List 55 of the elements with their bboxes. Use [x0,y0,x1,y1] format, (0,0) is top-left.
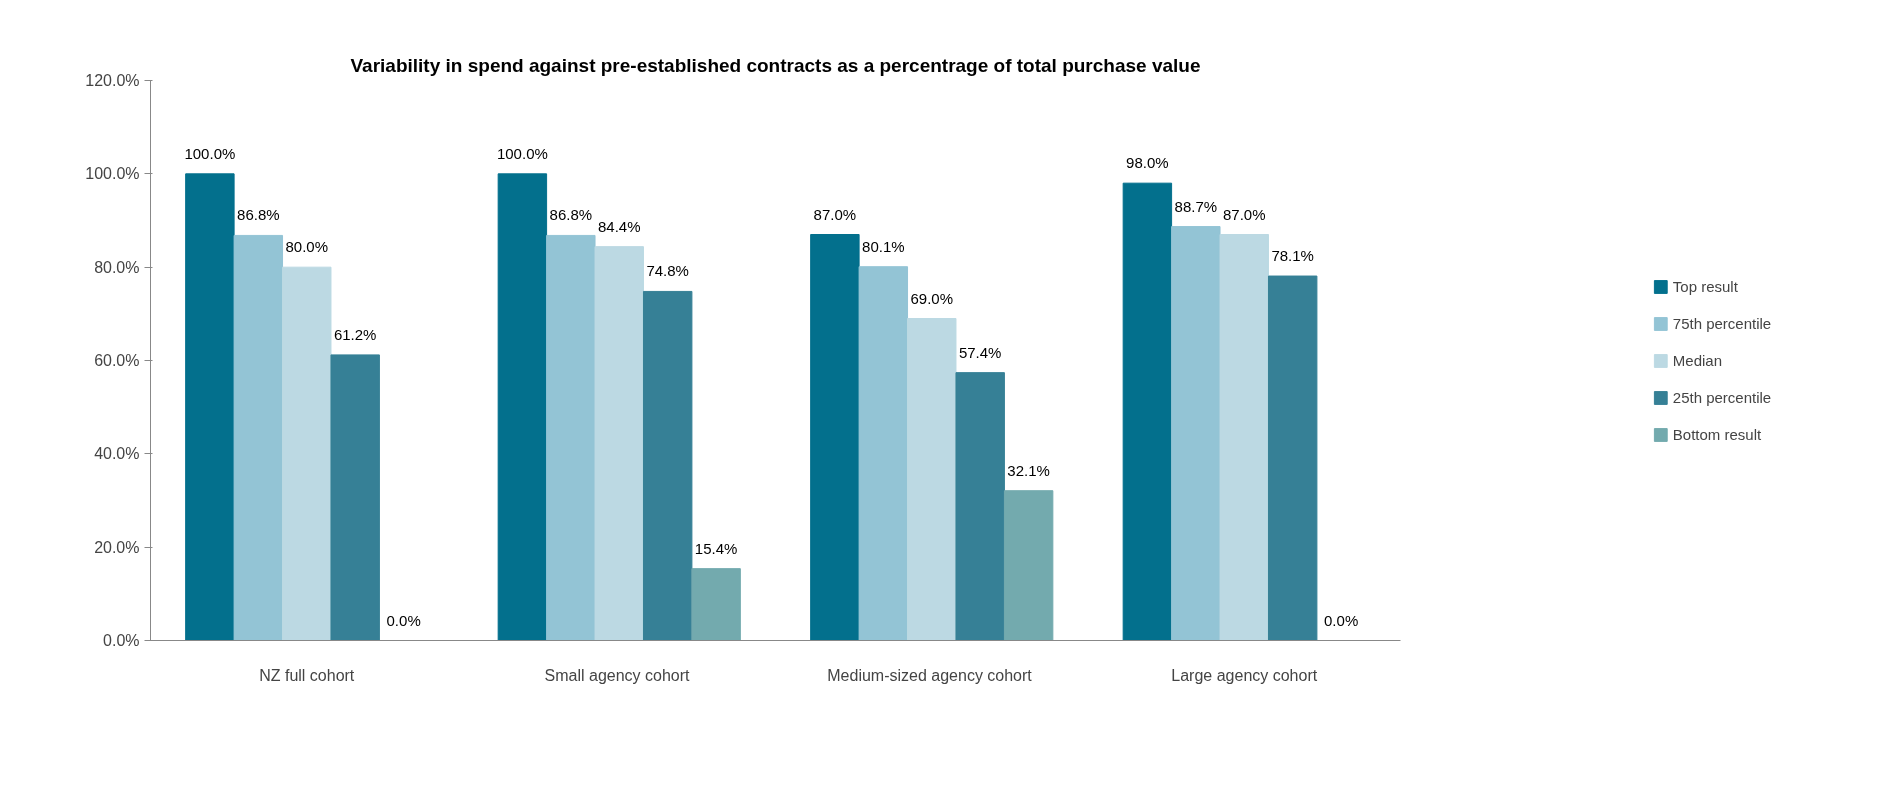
data-label: 98.0% [1126,154,1169,172]
data-label: 87.0% [813,205,857,223]
bar [282,266,332,641]
data-label: 78.1% [1271,247,1314,265]
data-label: 74.8% [646,262,689,280]
data-label: 61.2% [333,325,377,343]
bar [1219,234,1269,641]
data-label: 100.0% [184,144,236,162]
legend-label: 25th percentile [1672,388,1772,406]
x-tick-label: NZ full cohort [259,666,355,684]
legend-label: Median [1672,351,1722,369]
x-tick-label: Medium-sized agency cohort [827,666,1033,684]
y-tick-label: 120.0% [85,72,140,89]
y-tick-label: 60.0% [94,352,140,369]
data-label: 69.0% [910,289,954,307]
data-label: 15.4% [694,539,738,557]
chart-title: Variability in spend against pre-established contracts as a percentrage of total purchase value [350,54,1201,76]
data-label: 57.4% [958,343,1002,361]
x-tick-label: Small agency cohort [544,666,691,684]
data-label: 32.1% [1007,461,1050,479]
legend-label: 75th percentile [1672,314,1772,332]
bar [594,246,644,641]
bar [1003,490,1054,641]
data-label: 86.8% [549,206,593,224]
data-label: 84.4% [597,217,641,235]
data-label: 0.0% [386,611,421,629]
x-tick-label: Large agency cohort [1171,666,1318,684]
data-label: 88.7% [1174,197,1218,215]
data-label: 100.0% [496,144,548,162]
bar [810,234,860,641]
data-label: 80.0% [285,238,329,256]
bar [546,234,596,641]
bar [330,354,380,641]
bar [185,173,235,641]
data-label: 87.0% [1222,205,1266,223]
bar [1171,226,1221,641]
bar [1122,182,1173,641]
y-tick-label: 0.0% [103,632,140,649]
bar [1267,275,1318,641]
bar [907,318,957,641]
bar [642,290,693,641]
y-tick-label: 100.0% [85,165,140,183]
y-tick-label: 20.0% [94,538,140,556]
data-label: 80.1% [862,237,905,255]
y-tick-label: 80.0% [94,258,140,276]
y-tick-label: 40.0% [94,445,140,463]
bar [858,266,909,641]
legend-label: Top result [1672,277,1738,295]
bar [233,234,284,641]
data-label: 0.0% [1324,611,1359,629]
bar [691,568,741,641]
bar [955,372,1005,641]
bar [497,173,548,641]
legend-label: Bottom result [1672,425,1762,443]
data-label: 86.8% [237,206,280,224]
